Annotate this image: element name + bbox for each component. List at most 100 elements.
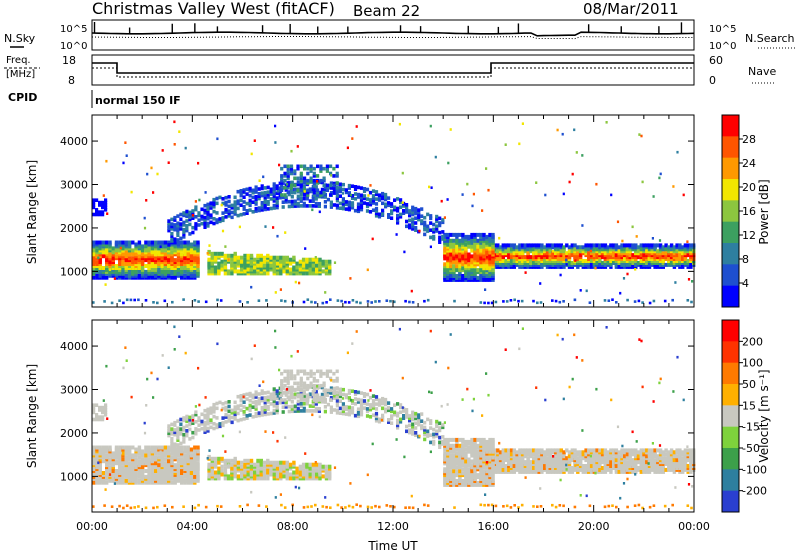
data-point xyxy=(438,238,442,242)
data-point xyxy=(206,221,210,226)
data-point xyxy=(207,269,211,274)
data-point xyxy=(275,406,279,410)
data-point xyxy=(625,262,630,267)
data-point xyxy=(600,243,605,248)
data-point xyxy=(661,245,665,250)
data-point xyxy=(263,186,267,190)
data-point xyxy=(359,205,364,209)
data-point xyxy=(108,445,112,450)
data-point xyxy=(446,457,450,462)
data-point xyxy=(390,204,394,209)
data-point xyxy=(292,470,296,475)
data-point xyxy=(371,194,376,198)
data-point xyxy=(182,428,186,432)
data-point xyxy=(645,243,649,248)
data-point xyxy=(226,458,231,463)
data-point xyxy=(355,125,358,128)
data-point xyxy=(131,256,135,261)
data-point xyxy=(260,389,264,393)
data-point xyxy=(281,186,285,190)
data-point xyxy=(351,137,354,140)
data-point xyxy=(502,300,505,303)
data-point xyxy=(303,166,307,171)
data-point xyxy=(92,301,95,304)
data-point xyxy=(293,201,297,206)
data-point xyxy=(186,445,190,450)
data-point xyxy=(471,204,474,208)
data-point xyxy=(609,259,613,263)
data-point xyxy=(298,267,303,272)
data-point xyxy=(147,445,151,450)
data-point xyxy=(374,197,379,201)
data-point xyxy=(296,145,299,148)
data-point xyxy=(411,301,415,304)
data-point xyxy=(647,467,652,472)
data-point xyxy=(588,301,592,304)
data-point xyxy=(167,226,171,230)
data-point xyxy=(134,242,138,247)
data-point xyxy=(137,459,142,464)
data-point xyxy=(227,258,230,261)
data-point xyxy=(507,247,511,252)
data-point xyxy=(92,200,96,205)
data-point xyxy=(603,456,608,461)
data-point xyxy=(210,251,214,256)
data-point xyxy=(305,470,309,475)
data-point xyxy=(324,263,329,268)
data-point xyxy=(319,190,323,195)
data-point xyxy=(488,455,492,460)
data-point xyxy=(251,395,255,400)
data-point xyxy=(122,161,125,165)
data-point xyxy=(308,204,312,208)
data-point xyxy=(309,176,313,181)
data-point xyxy=(92,480,96,485)
data-point xyxy=(212,414,216,419)
data-point xyxy=(329,183,333,188)
data-point xyxy=(150,472,155,477)
data-point xyxy=(438,221,442,225)
data-point xyxy=(396,218,400,223)
data-point xyxy=(309,166,313,171)
data-point xyxy=(256,253,260,258)
data-point xyxy=(449,128,452,131)
data-point xyxy=(230,415,234,420)
data-point xyxy=(272,396,276,401)
data-point xyxy=(470,463,474,468)
data-point xyxy=(215,416,219,420)
data-point xyxy=(288,476,293,481)
data-point xyxy=(430,186,433,189)
cpid-panel: CPID normal 150 IF xyxy=(8,90,181,108)
data-point xyxy=(278,391,282,395)
data-point xyxy=(233,269,237,274)
data-point xyxy=(200,217,204,221)
data-point xyxy=(208,244,211,247)
data-point xyxy=(461,471,465,476)
data-point xyxy=(636,466,641,470)
data-point xyxy=(233,414,237,419)
data-point xyxy=(353,187,358,191)
data-point xyxy=(131,266,135,270)
data-point xyxy=(485,479,489,483)
data-point xyxy=(509,247,514,252)
data-point xyxy=(224,215,228,219)
data-point xyxy=(236,406,240,411)
data-point xyxy=(458,264,462,269)
data-point xyxy=(191,211,195,216)
data-point xyxy=(338,182,342,187)
data-point xyxy=(185,417,189,421)
data-point xyxy=(443,246,447,251)
data-point xyxy=(163,445,168,450)
data-point xyxy=(280,176,284,181)
data-point xyxy=(319,169,323,173)
data-point xyxy=(664,247,668,252)
data-point xyxy=(254,185,258,189)
data-point xyxy=(240,464,244,469)
data-point xyxy=(325,183,329,188)
data-point xyxy=(411,222,415,226)
data-point xyxy=(683,243,688,248)
data-point xyxy=(366,300,370,303)
data-point xyxy=(365,187,370,192)
data-point xyxy=(329,298,332,301)
data-point xyxy=(213,255,218,260)
data-point xyxy=(687,278,691,281)
